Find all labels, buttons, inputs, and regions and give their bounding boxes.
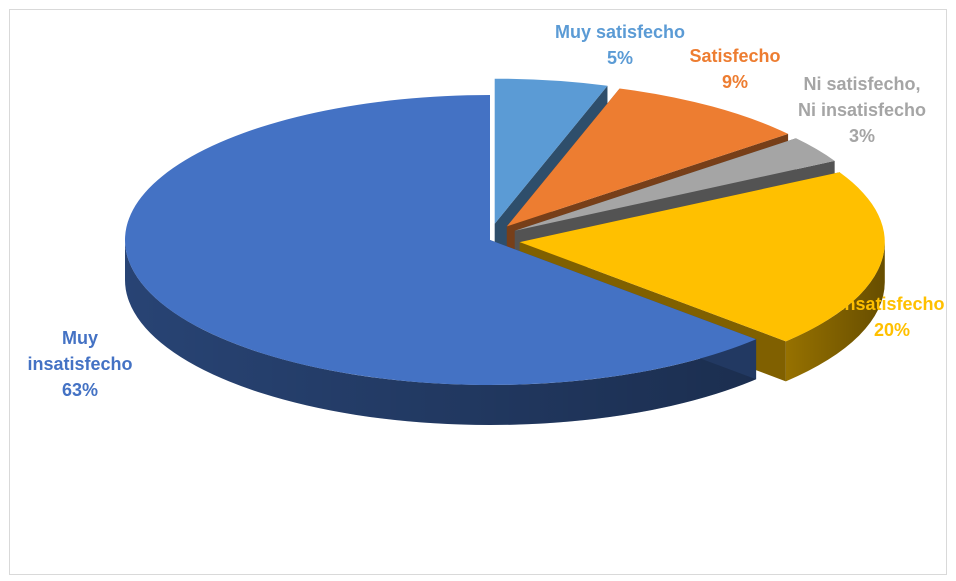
data-label-value: 20%: [874, 320, 910, 340]
data-label-value: 9%: [722, 72, 748, 92]
data-label-name: insatisfecho: [27, 354, 132, 374]
data-label: Satisfecho 9%: [689, 46, 780, 92]
data-label-name: Muy: [62, 328, 98, 348]
slice-side-shade: [785, 242, 885, 382]
data-label: Insatisfecho 20%: [839, 294, 944, 340]
data-label-name: Insatisfecho: [839, 294, 944, 314]
slice-top: [494, 78, 608, 224]
data-label: Muy insatisfecho 63%: [27, 328, 132, 400]
data-label-value: 63%: [62, 380, 98, 400]
slice-top: [506, 88, 789, 227]
data-label-name: Satisfecho: [689, 46, 780, 66]
data-label-name: Muy satisfecho: [555, 22, 685, 42]
data-label-name: Ni insatisfecho: [798, 100, 926, 120]
slice-muy-insatisfecho: [125, 95, 757, 426]
data-label: Muy satisfecho 5%: [555, 22, 685, 68]
slice-top: [514, 138, 835, 231]
slice-side-shade: [125, 240, 757, 426]
slice-top: [125, 95, 757, 385]
data-label-name: Ni satisfecho,: [803, 74, 920, 94]
slice-top: [519, 172, 885, 342]
data-label: Ni satisfecho, Ni insatisfecho 3%: [798, 74, 926, 146]
data-label-value: 5%: [607, 48, 633, 68]
data-label-value: 3%: [849, 126, 875, 146]
